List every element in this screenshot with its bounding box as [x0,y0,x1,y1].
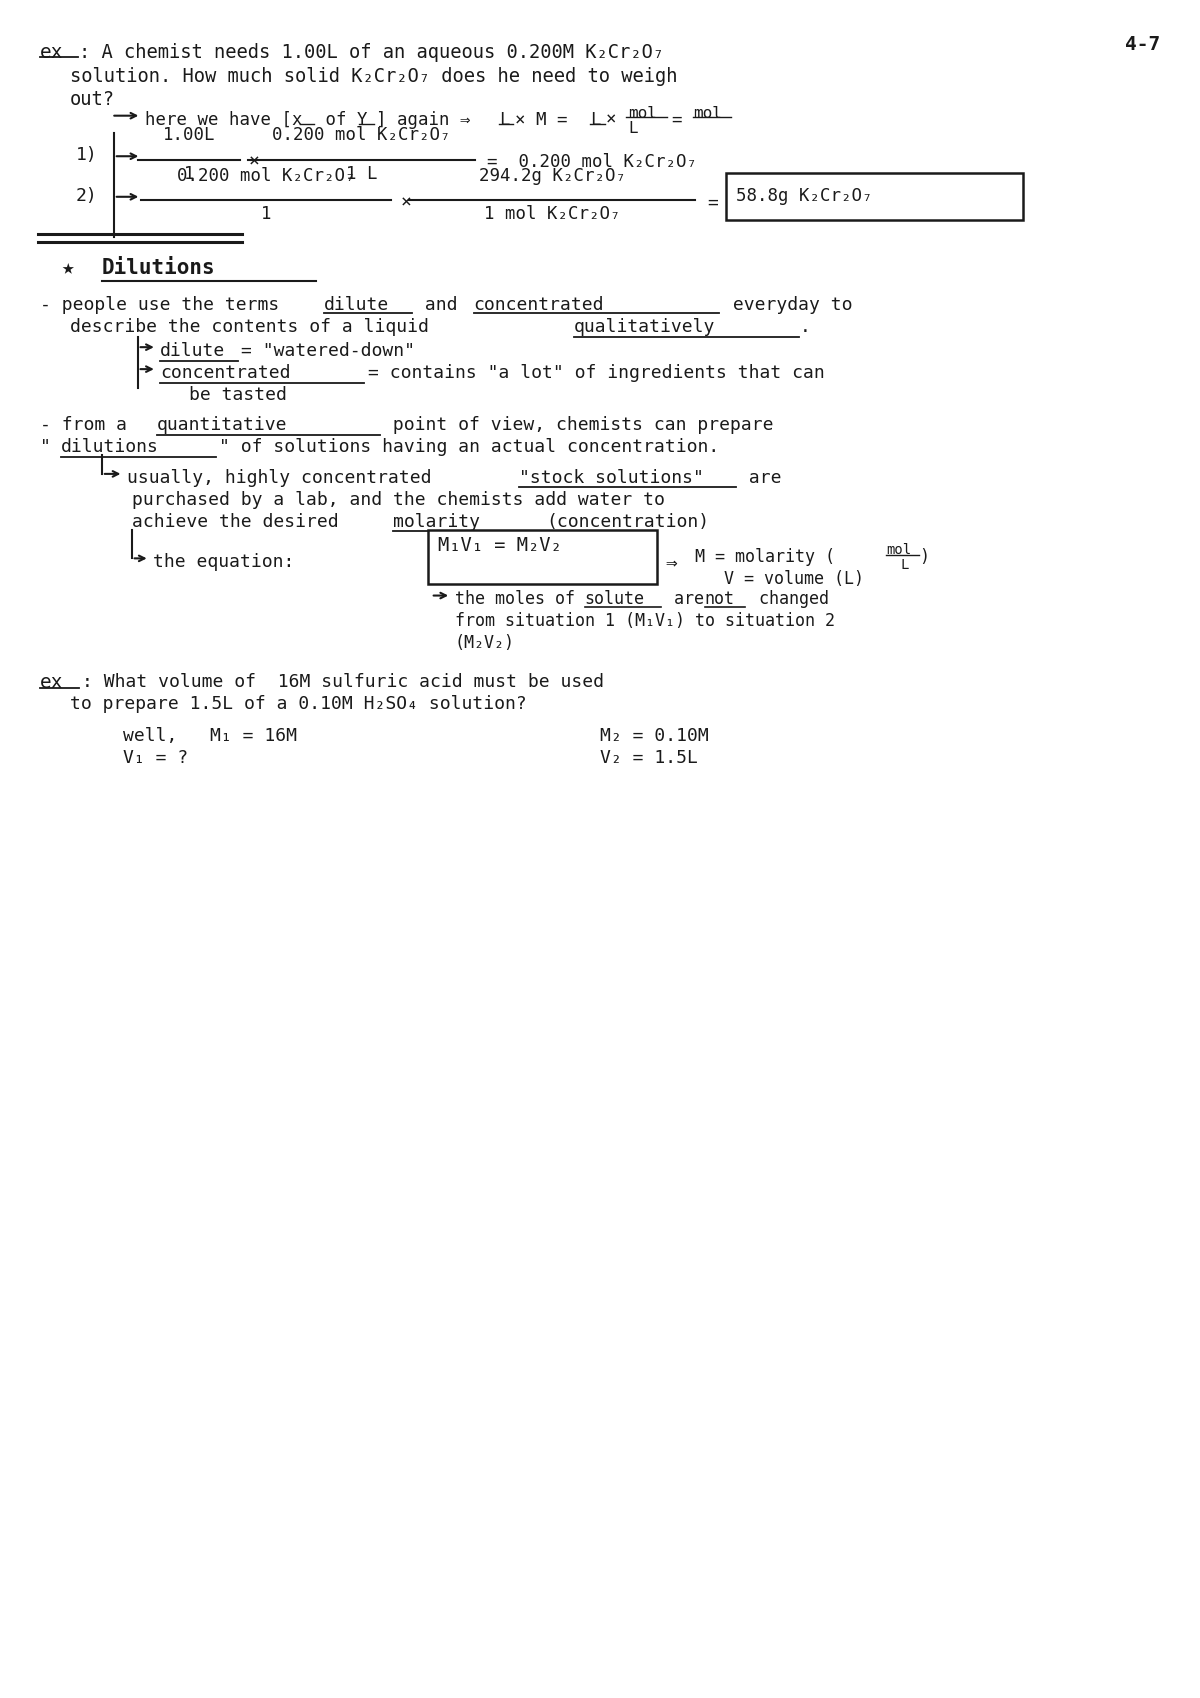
Text: M = molarity (: M = molarity ( [695,548,835,565]
Text: describe the contents of a liquid: describe the contents of a liquid [70,319,439,336]
FancyBboxPatch shape [726,173,1024,221]
Text: Dilutions: Dilutions [102,258,216,277]
Text: dilutions: dilutions [61,438,160,457]
Text: 4-7: 4-7 [1124,34,1160,54]
Text: 0.200 mol K₂Cr₂O₇: 0.200 mol K₂Cr₂O₇ [272,126,451,144]
FancyBboxPatch shape [428,530,658,584]
Text: 1): 1) [76,146,97,165]
Text: =: = [707,194,718,212]
Text: " of solutions having an actual concentration.: " of solutions having an actual concentr… [218,438,719,457]
Text: 0.200 mol K₂Cr₂O₇: 0.200 mol K₂Cr₂O₇ [178,166,355,185]
Text: 2): 2) [76,187,97,205]
Text: ": " [40,438,50,457]
Text: solution. How much solid K₂Cr₂O₇ does he need to weigh: solution. How much solid K₂Cr₂O₇ does he… [70,66,677,85]
Text: point of view, chemists can prepare: point of view, chemists can prepare [382,416,774,435]
Text: are: are [738,469,781,487]
Text: well,   M₁ = 16M: well, M₁ = 16M [124,727,298,745]
Text: V₁ = ?: V₁ = ? [124,749,188,767]
Text: ×: × [248,153,259,171]
Text: be tasted: be tasted [188,385,287,404]
Text: 58.8g K₂Cr₂O₇: 58.8g K₂Cr₂O₇ [736,187,872,205]
Text: here we have [x: here we have [x [145,110,302,129]
Text: from situation 1 (M₁V₁) to situation 2: from situation 1 (M₁V₁) to situation 2 [455,613,835,630]
Text: 294.2g K₂Cr₂O₇: 294.2g K₂Cr₂O₇ [479,166,626,185]
Text: ★: ★ [61,258,74,277]
Text: qualitatively: qualitatively [574,319,715,336]
Text: not: not [704,591,734,608]
Text: 1 mol K₂Cr₂O₇: 1 mol K₂Cr₂O₇ [484,205,620,222]
Text: × M =: × M = [515,110,568,129]
Text: ex: ex [40,674,64,693]
Text: ×: × [606,110,617,129]
Text: : A chemist needs 1.00L of an aqueous 0.200M K₂Cr₂O₇: : A chemist needs 1.00L of an aqueous 0.… [79,42,665,63]
Text: = contains "a lot" of ingredients that can: = contains "a lot" of ingredients that c… [367,363,824,382]
Text: - from a: - from a [40,416,138,435]
Text: achieve the desired: achieve the desired [132,513,349,531]
Text: 1: 1 [184,165,194,183]
Text: mol: mol [692,105,722,121]
Text: ): ) [919,548,929,565]
Text: ×: × [401,194,412,212]
Text: =  0.200 mol K₂Cr₂O₇: = 0.200 mol K₂Cr₂O₇ [487,153,697,171]
Text: mol: mol [886,543,911,557]
Text: molarity: molarity [392,513,480,531]
Text: M₂ = 0.10M: M₂ = 0.10M [600,727,709,745]
Text: = "watered-down": = "watered-down" [241,341,415,360]
Text: V = volume (L): V = volume (L) [724,571,864,588]
Text: V₂ = 1.5L: V₂ = 1.5L [600,749,698,767]
Text: (M₂V₂): (M₂V₂) [455,635,515,652]
Text: 1: 1 [262,205,271,222]
Text: solute: solute [584,591,644,608]
Text: concentrated: concentrated [161,363,290,382]
Text: mol: mol [629,105,658,121]
Text: 1.00L: 1.00L [163,126,215,144]
Text: L: L [629,121,638,136]
Text: - people use the terms: - people use the terms [40,297,290,314]
Text: are: are [665,591,714,608]
Text: L: L [900,559,908,572]
Text: of Y: of Y [316,110,367,129]
Text: ex: ex [40,42,64,63]
Text: L: L [590,110,601,129]
Text: L: L [499,110,509,129]
Text: concentrated: concentrated [474,297,604,314]
Text: dilute: dilute [324,297,389,314]
Text: to prepare 1.5L of a 0.10M H₂SO₄ solution?: to prepare 1.5L of a 0.10M H₂SO₄ solutio… [70,694,527,713]
Text: : What volume of  16M sulfuric acid must be used: : What volume of 16M sulfuric acid must … [82,674,604,691]
Text: M₁V₁ = M₂V₂: M₁V₁ = M₂V₂ [438,537,562,555]
Text: changed: changed [749,591,829,608]
Text: ] again ⇒: ] again ⇒ [376,110,470,129]
Text: dilute: dilute [161,341,226,360]
Text: out?: out? [70,90,115,109]
Text: quantitative: quantitative [157,416,287,435]
Text: 1 L: 1 L [346,165,378,183]
Text: ⇒: ⇒ [666,554,677,572]
Text: purchased by a lab, and the chemists add water to: purchased by a lab, and the chemists add… [132,491,665,509]
Text: =: = [672,110,682,129]
Text: "stock solutions": "stock solutions" [518,469,704,487]
Text: everyday to: everyday to [721,297,852,314]
Text: the equation:: the equation: [154,554,294,571]
Text: usually, highly concentrated: usually, highly concentrated [127,469,443,487]
Text: (concentration): (concentration) [546,513,709,531]
Text: .: . [800,319,811,336]
Text: the moles of: the moles of [455,591,584,608]
Text: and: and [414,297,468,314]
